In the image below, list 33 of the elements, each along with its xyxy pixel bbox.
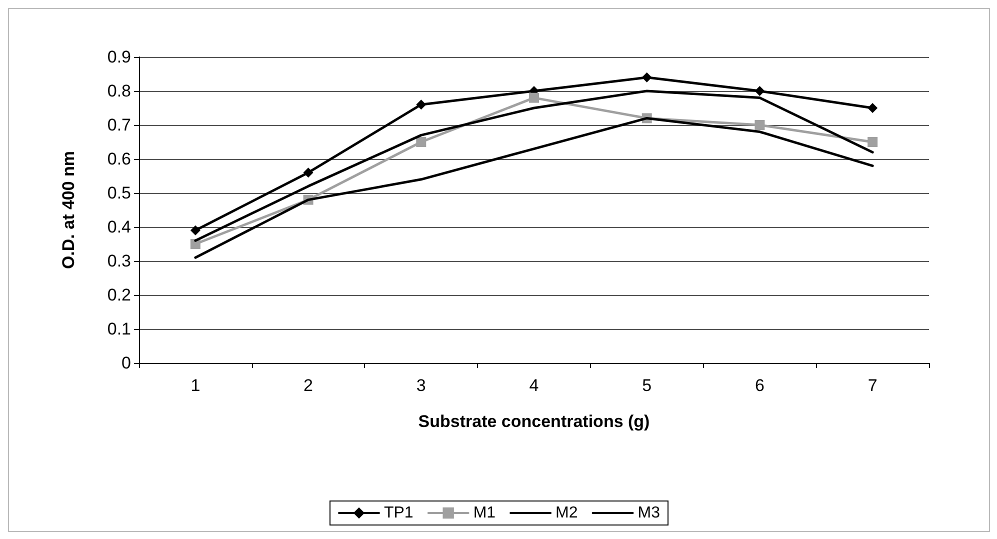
x-tick-label: 5: [642, 376, 652, 395]
y-tick-label: 0: [122, 354, 131, 372]
y-axis-title: O.D. at 400 nm: [59, 150, 78, 270]
point: [416, 100, 426, 110]
x-tick-label: 1: [190, 376, 200, 395]
x-tick-label: 2: [304, 376, 314, 395]
y-tick-label: 0.6: [107, 150, 131, 168]
point: [190, 225, 200, 236]
point: [868, 137, 878, 147]
legend-label: M1: [473, 504, 496, 522]
legend-label: TP1: [384, 504, 414, 522]
point: [754, 120, 765, 130]
y-tick-label: 0.2: [107, 286, 131, 304]
y-tick-label: 0.9: [107, 48, 131, 66]
y-tick-label: 0.5: [107, 184, 131, 202]
x-tick-label: 6: [754, 376, 764, 395]
point: [303, 168, 314, 178]
y-tick-label: 0.8: [107, 82, 131, 100]
x-tick-label: 3: [416, 376, 426, 395]
legend-label: M3: [638, 504, 660, 522]
point: [642, 72, 652, 82]
x-tick-label: 4: [529, 376, 539, 395]
y-tick-label: 0.3: [107, 252, 131, 270]
x-tick-label: 7: [868, 376, 878, 395]
y-tick-label: 0.7: [107, 116, 131, 134]
y-tick-label: 0.4: [107, 218, 131, 236]
x-axis-title: Substrate concentrations (g): [418, 412, 650, 431]
point: [754, 86, 765, 96]
point: [529, 92, 539, 103]
point: [868, 103, 878, 113]
y-tick-label: 0.1: [107, 320, 131, 338]
legend-label: M2: [556, 504, 578, 522]
point: [416, 137, 426, 147]
